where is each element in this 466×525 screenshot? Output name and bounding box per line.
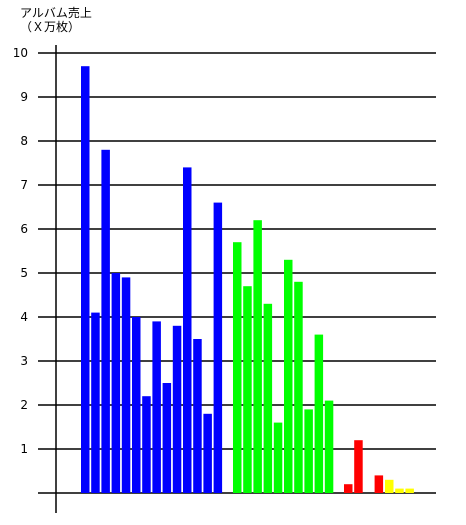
bar-group-4 — [385, 479, 414, 493]
y-tick-label: 8 — [20, 134, 28, 148]
y-tick-label: 4 — [20, 310, 28, 324]
bar — [132, 317, 141, 493]
bar — [304, 409, 313, 493]
bar — [111, 273, 121, 493]
bar — [294, 281, 303, 493]
y-tick-labels: 1 2 3 4 5 6 7 8 9 10 — [13, 46, 28, 456]
y-tick-label: 9 — [20, 90, 28, 104]
bar — [284, 259, 293, 493]
bar — [324, 400, 334, 493]
bar — [314, 334, 324, 493]
bar — [405, 488, 414, 493]
bar — [385, 479, 394, 493]
bar — [203, 413, 212, 493]
bar — [172, 325, 182, 493]
bars — [81, 66, 414, 494]
bar — [344, 484, 353, 493]
bar — [193, 339, 202, 493]
bar — [354, 440, 363, 493]
bar — [213, 202, 223, 493]
bar — [263, 303, 273, 493]
bar — [233, 242, 242, 493]
bar — [91, 312, 100, 493]
bar — [81, 66, 90, 493]
bar — [142, 396, 151, 493]
bar — [273, 422, 283, 493]
bar — [162, 383, 172, 493]
bar — [121, 277, 131, 493]
bar — [101, 149, 110, 494]
y-axis-label-line-2: （Ｘ万枚） — [20, 19, 80, 34]
bar — [374, 475, 384, 493]
bar-group-2 — [233, 220, 334, 493]
y-axis-label: アルバム売上 （Ｘ万枚） — [20, 5, 92, 34]
bar — [152, 321, 161, 493]
y-tick-label: 3 — [20, 354, 28, 368]
y-tick-label: 5 — [20, 266, 28, 280]
bar — [183, 167, 192, 493]
bar-group-3 — [344, 440, 384, 493]
bar — [243, 286, 252, 493]
y-tick-label: 7 — [20, 178, 28, 192]
y-tick-label: 1 — [20, 442, 28, 456]
bar — [253, 220, 262, 493]
y-tick-label: 10 — [13, 46, 28, 60]
y-axis-label-line-1: アルバム売上 — [20, 5, 92, 20]
bar-group-1 — [81, 66, 223, 494]
y-tick-label: 2 — [20, 398, 28, 412]
bar — [395, 488, 404, 493]
y-tick-label: 6 — [20, 222, 28, 236]
